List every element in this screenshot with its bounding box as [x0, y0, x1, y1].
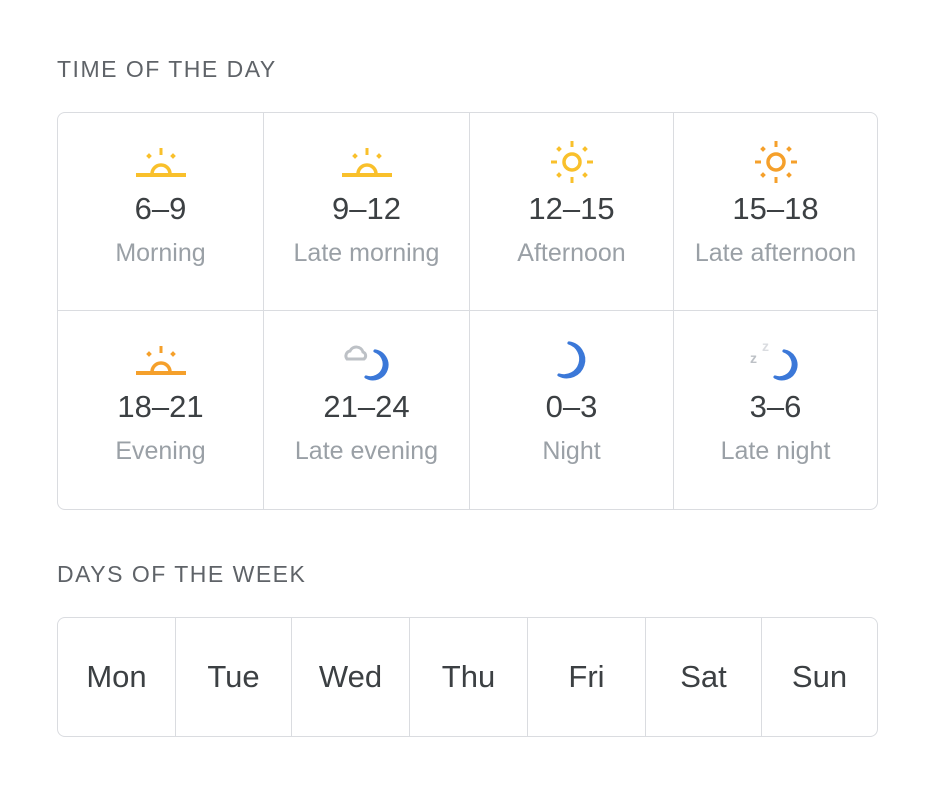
- day-tue[interactable]: Tue: [176, 618, 292, 736]
- day-wed[interactable]: Wed: [292, 618, 410, 736]
- time-label: Evening: [115, 437, 206, 465]
- time-range: 3–6: [749, 389, 802, 424]
- sunset-icon: [134, 335, 188, 385]
- time-slot-evening[interactable]: 18–21 Evening: [58, 311, 264, 509]
- time-label: Afternoon: [517, 239, 626, 267]
- time-range: 21–24: [323, 389, 410, 424]
- day-fri[interactable]: Fri: [528, 618, 646, 736]
- time-label: Night: [542, 437, 601, 465]
- cloud-moon-icon: [339, 335, 395, 385]
- time-slot-late-morning[interactable]: 9–12 Late morning: [264, 113, 470, 311]
- time-label: Late afternoon: [694, 239, 857, 267]
- day-mon[interactable]: Mon: [58, 618, 176, 736]
- time-range: 0–3: [545, 389, 598, 424]
- time-slot-morning[interactable]: 6–9 Morning: [58, 113, 264, 311]
- sun-icon: [547, 137, 597, 187]
- time-slot-afternoon[interactable]: 12–15 Afternoon: [470, 113, 674, 311]
- time-label: Late night: [720, 437, 831, 465]
- days-of-week-grid: Mon Tue Wed Thu Fri Sat Sun: [57, 617, 878, 737]
- time-slot-late-afternoon[interactable]: 15–18 Late afternoon: [674, 113, 877, 311]
- time-of-day-heading: TIME OF THE DAY: [57, 56, 277, 82]
- time-label: Morning: [115, 239, 206, 267]
- time-range: 18–21: [117, 389, 204, 424]
- sunrise-icon: [340, 137, 394, 187]
- time-range: 9–12: [332, 191, 401, 226]
- time-slot-night[interactable]: 0–3 Night: [470, 311, 674, 509]
- time-label: Late evening: [294, 437, 439, 465]
- moon-icon: [547, 335, 597, 385]
- days-of-week-heading: DAYS OF THE WEEK: [57, 561, 307, 587]
- sun-icon: [751, 137, 801, 187]
- time-slot-late-evening[interactable]: 21–24 Late evening: [264, 311, 470, 509]
- day-sat[interactable]: Sat: [646, 618, 762, 736]
- svg-text:z: z: [750, 350, 757, 366]
- time-label: Late morning: [293, 239, 440, 267]
- day-sun[interactable]: Sun: [791, 659, 848, 694]
- time-range: 15–18: [732, 191, 819, 226]
- sunrise-icon: [134, 137, 188, 187]
- time-range: 12–15: [528, 191, 615, 226]
- time-range: 6–9: [134, 191, 187, 226]
- day-thu[interactable]: Thu: [410, 618, 528, 736]
- time-of-day-grid: 6–9 Morning 9–12 Late morning 12–15 Afte…: [57, 112, 878, 510]
- svg-text:z: z: [762, 338, 769, 354]
